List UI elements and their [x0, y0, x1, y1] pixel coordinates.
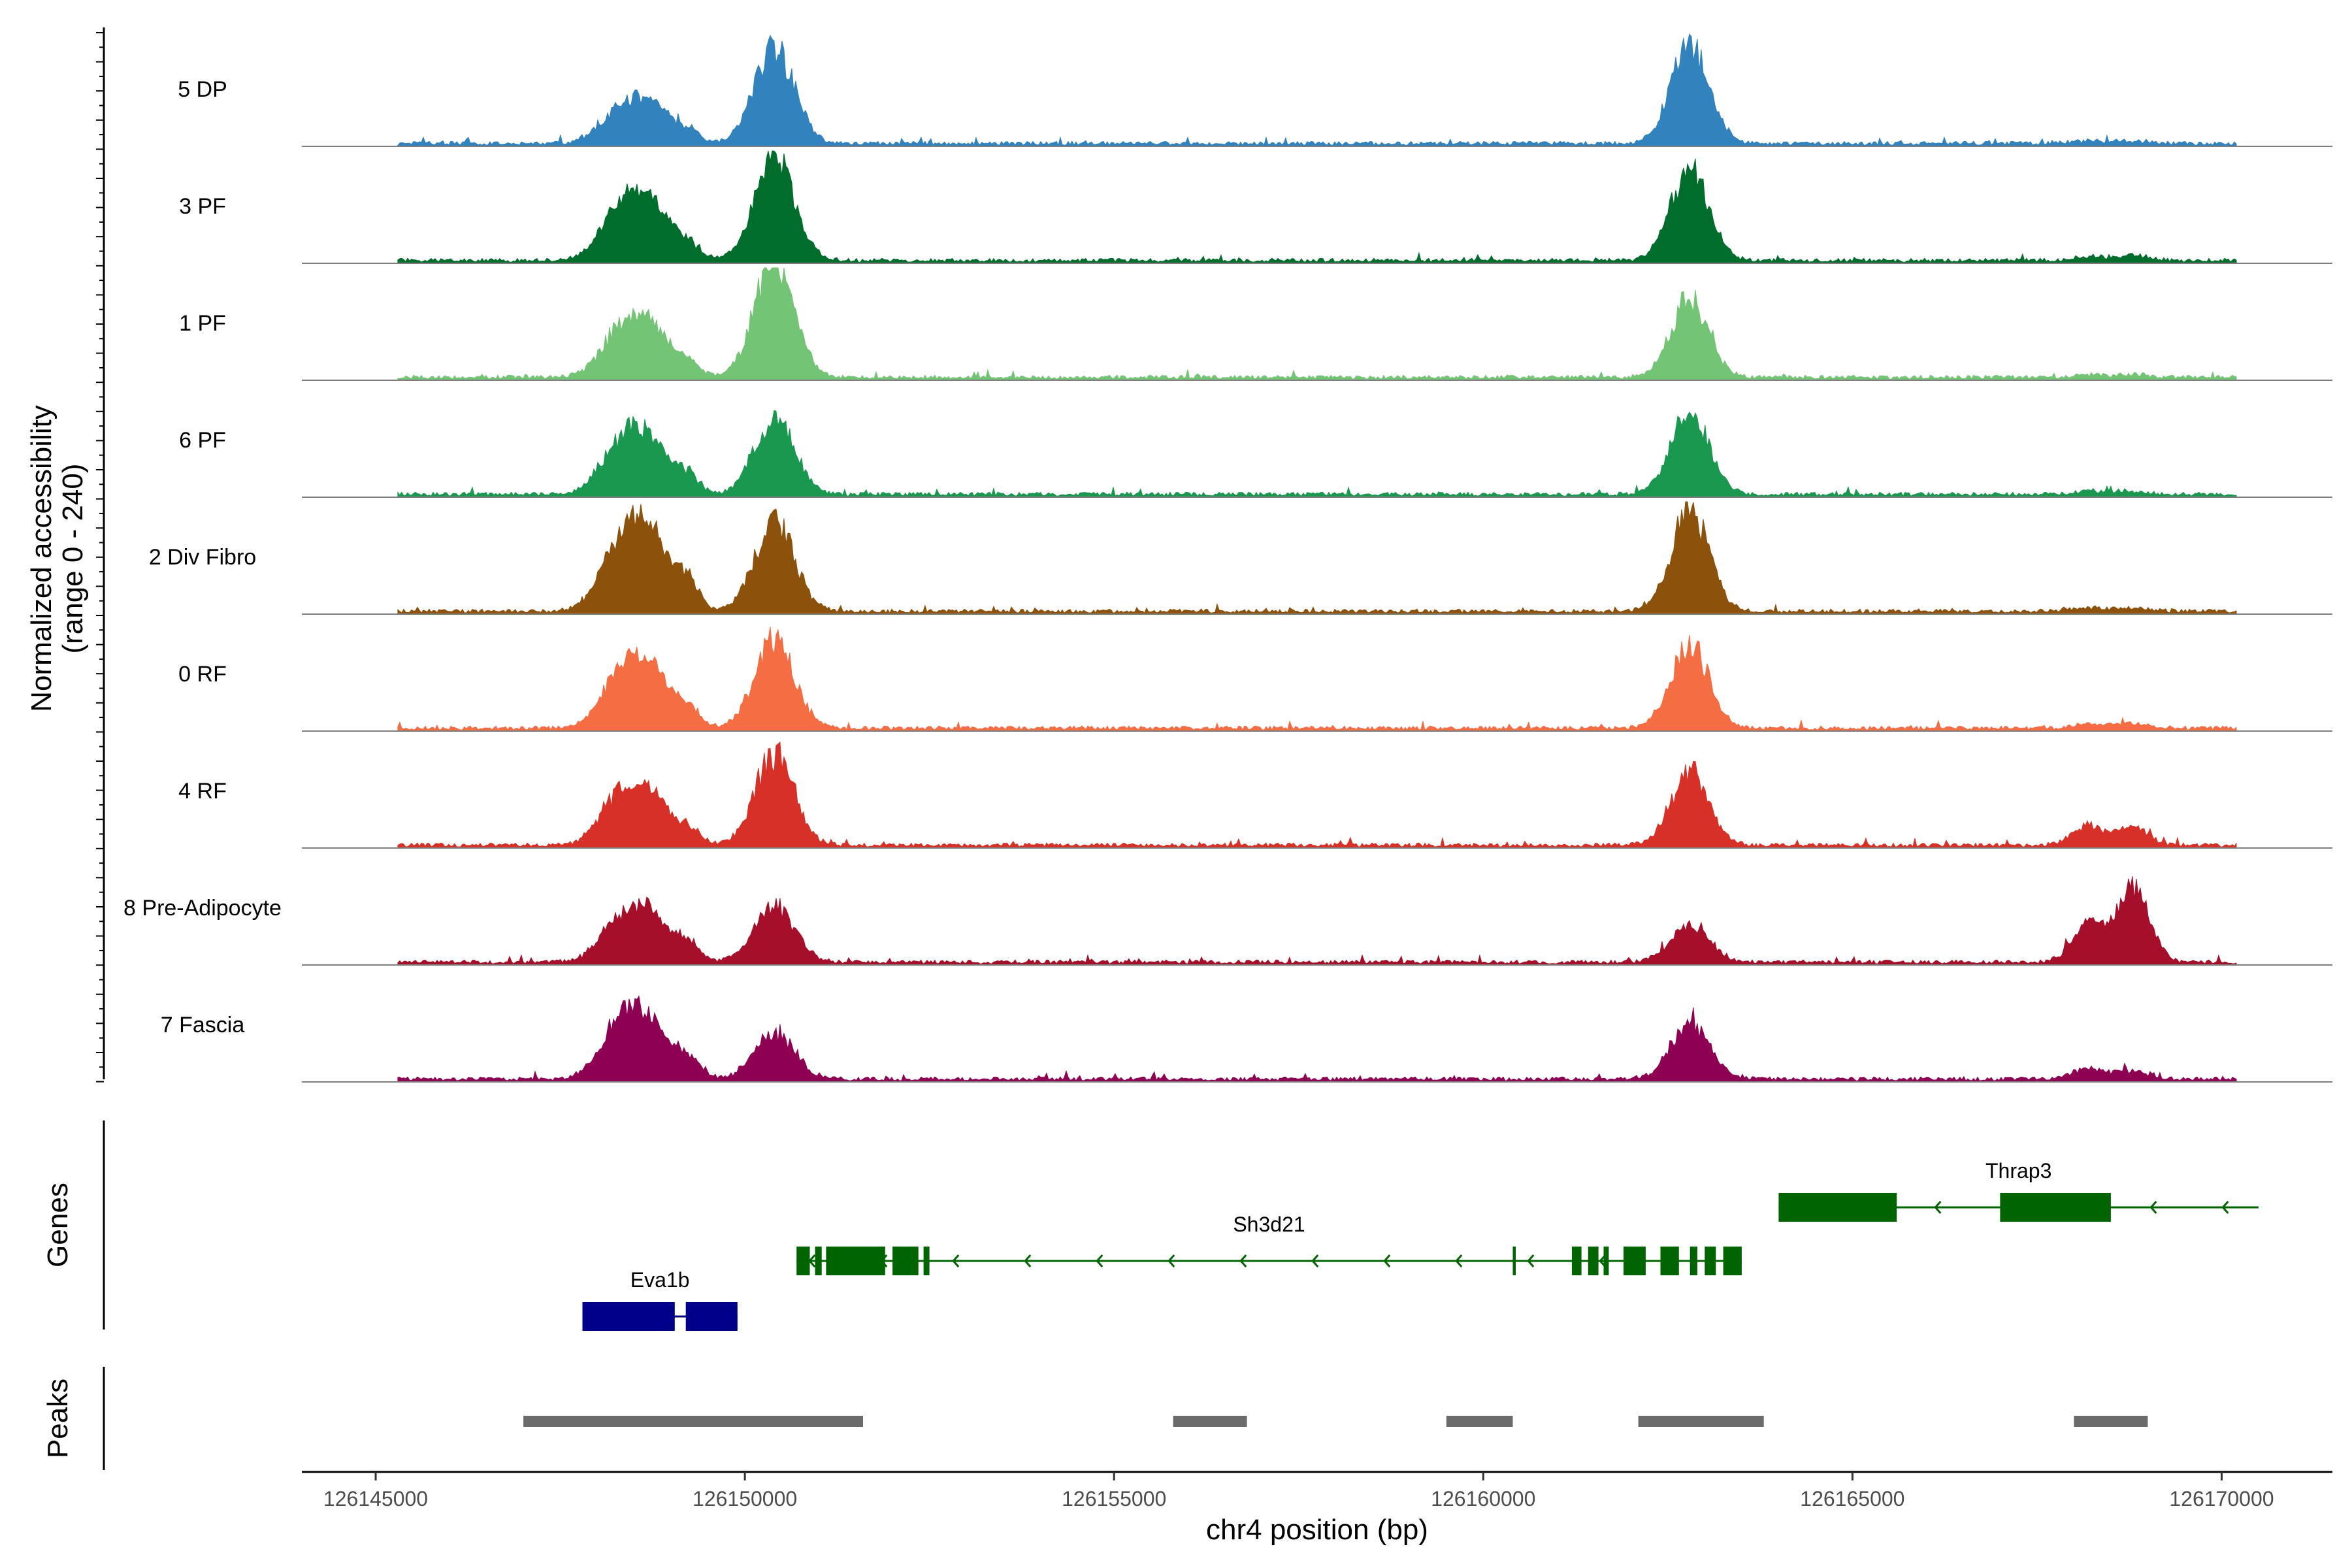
strand-arrow — [2221, 1201, 2229, 1214]
strand-arrow — [1096, 1254, 1103, 1267]
strand-arrow — [952, 1254, 960, 1267]
coverage-area — [397, 267, 2237, 381]
peak-region — [2074, 1416, 2148, 1427]
exon — [1603, 1247, 1609, 1275]
exon — [826, 1247, 885, 1275]
track-label: 8 Pre-Adipocyte — [123, 896, 282, 921]
exon — [1588, 1247, 1599, 1275]
gene-thrap3: Thrap3 — [1778, 1159, 2259, 1222]
coverage-area — [397, 501, 2237, 615]
strand-arrow — [1311, 1254, 1319, 1267]
x-tick-label: 126170000 — [2169, 1487, 2274, 1511]
coverage-area — [397, 876, 2237, 966]
exon — [1624, 1247, 1646, 1275]
strand-arrow — [1239, 1254, 1247, 1267]
y-axis-title: Normalized accessibility — [25, 405, 57, 711]
track-5: 2 Div Fibro — [149, 501, 2332, 615]
x-tick-label: 126145000 — [323, 1487, 428, 1511]
exon — [796, 1247, 810, 1275]
exon — [892, 1247, 919, 1275]
coverage-tracks: 5 DP 3 PF 1 PF 6 PF 2 Div Fibro 0 RF 4 RF 8 Pre… — [123, 33, 2332, 1083]
track-2: 3 PF — [179, 150, 2332, 264]
track-8: 8 Pre-Adipocyte — [123, 876, 2332, 966]
strand-arrow — [1024, 1254, 1032, 1267]
gene-eva1b: Eva1b — [582, 1268, 738, 1331]
track-4: 6 PF — [179, 410, 2332, 498]
track-1: 5 DP — [178, 33, 2332, 147]
coverage-area — [397, 150, 2237, 264]
exon — [1512, 1247, 1516, 1275]
track-7: 4 RF — [178, 741, 2332, 849]
peak-region — [523, 1416, 863, 1427]
gene-label: Thrap3 — [1985, 1159, 2051, 1183]
track-label: 7 Fascia — [161, 1013, 245, 1037]
gene-sh3d21: Sh3d21 — [796, 1213, 1742, 1275]
track-label: 6 PF — [179, 428, 226, 453]
gene-label: Sh3d21 — [1233, 1213, 1305, 1236]
exon — [815, 1247, 822, 1275]
peak-region — [1173, 1416, 1247, 1427]
x-tick-label: 126150000 — [693, 1487, 797, 1511]
coverage-area — [397, 627, 2237, 732]
track-label: 0 RF — [178, 662, 227, 687]
exon — [1660, 1247, 1679, 1275]
exon — [1705, 1247, 1716, 1275]
track-label: 5 DP — [178, 77, 227, 102]
track-label: 2 Div Fibro — [149, 545, 256, 570]
exon — [1778, 1193, 1897, 1222]
coverage-area — [397, 410, 2237, 498]
strand-arrow — [1168, 1254, 1175, 1267]
x-tick-label: 126160000 — [1431, 1487, 1535, 1511]
gene-annotations: Eva1b Sh3d21 Thrap3 — [582, 1159, 2259, 1331]
y-axis-range-label: (range 0 - 240) — [57, 463, 89, 653]
strand-arrow — [1934, 1201, 1942, 1214]
strand-arrow — [1527, 1254, 1535, 1267]
x-tick-label: 126165000 — [1800, 1487, 1904, 1511]
track-label: 1 PF — [179, 311, 226, 336]
exon — [685, 1302, 738, 1331]
exon — [1571, 1247, 1582, 1275]
x-axis-ticks: 126145000 126150000 126155000 126160000 1261… — [323, 1472, 2274, 1511]
exon — [582, 1302, 675, 1331]
exon — [923, 1247, 930, 1275]
track-6: 0 RF — [178, 627, 2332, 732]
peak-region — [1638, 1416, 1764, 1427]
strand-arrow — [2149, 1201, 2157, 1214]
exon — [1690, 1247, 1697, 1275]
genes-panel-title: Genes — [42, 1183, 74, 1267]
x-tick-label: 126155000 — [1062, 1487, 1166, 1511]
coverage-area — [397, 995, 2237, 1083]
coverage-y-ticks — [96, 32, 104, 1083]
track-3: 1 PF — [179, 267, 2332, 381]
track-label: 4 RF — [178, 779, 227, 804]
coverage-area — [397, 741, 2237, 849]
gene-label: Eva1b — [630, 1268, 690, 1292]
strand-arrow — [1455, 1254, 1463, 1267]
x-axis-title: chr4 position (bp) — [1206, 1514, 1428, 1546]
peak-region — [1446, 1416, 1513, 1427]
exon — [1723, 1247, 1742, 1275]
peaks-panel-title: Peaks — [42, 1379, 74, 1458]
track-label: 3 PF — [179, 194, 226, 219]
coverage-area — [397, 33, 2237, 147]
track-9: 7 Fascia — [161, 995, 2332, 1083]
peak-regions — [523, 1416, 2148, 1427]
exon — [2000, 1193, 2111, 1222]
strand-arrow — [1383, 1254, 1391, 1267]
